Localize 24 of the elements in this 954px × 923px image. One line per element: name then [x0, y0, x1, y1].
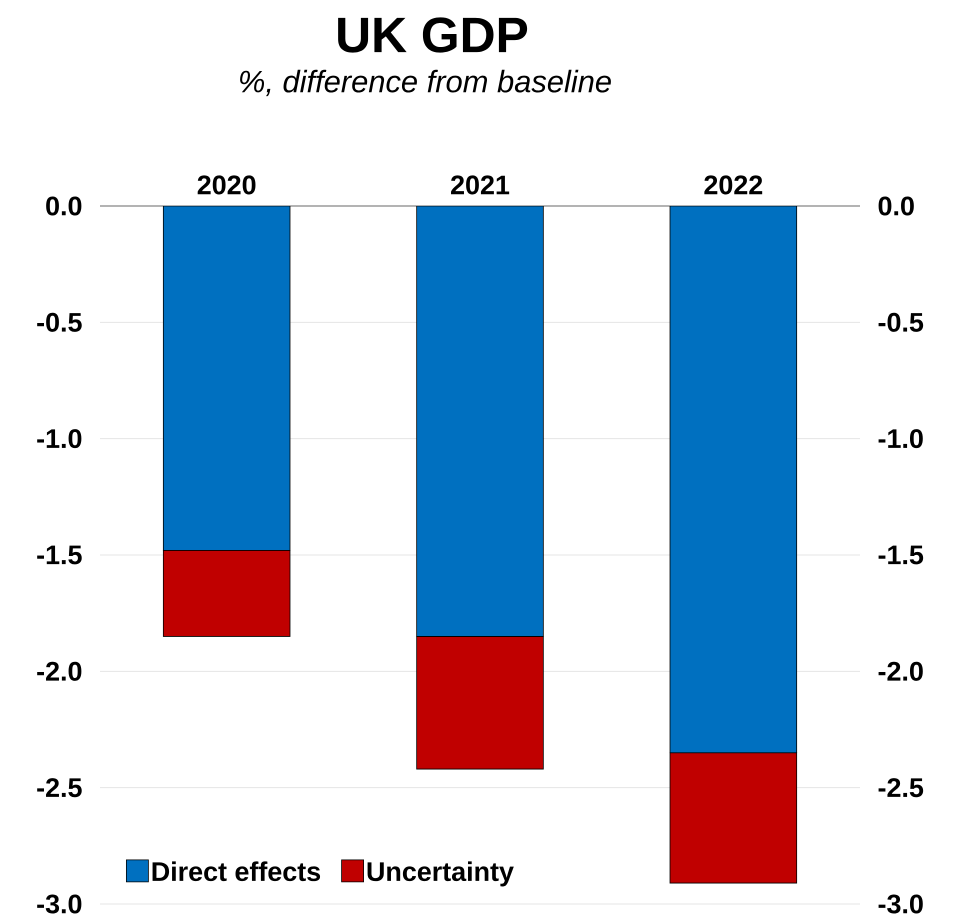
legend-label: Uncertainty	[368, 861, 514, 886]
bar	[670, 206, 798, 754]
y-tick-label: -1.5	[37, 546, 82, 564]
y2-tick-label: -1.5	[878, 546, 924, 564]
y2-tick-label: -2.0	[878, 662, 923, 681]
bar	[416, 206, 544, 637]
x-tick-label: 2021	[451, 175, 510, 194]
y2-tick-label: -1.0	[878, 429, 923, 448]
y-tick-label: -1.0	[37, 429, 82, 448]
y-tick-label: -2.0	[37, 662, 82, 681]
x-tick-label: 2022	[704, 175, 762, 194]
y2-tick-label: -3.0	[878, 894, 923, 914]
chart-subtitle: %, difference from baseline	[240, 70, 611, 96]
y-tick-label: -2.5	[37, 778, 82, 798]
y2-tick-label: -0.5	[878, 312, 924, 332]
y-tick-label: -3.0	[37, 894, 82, 914]
y2-tick-label: 0.0	[878, 196, 914, 216]
y2-tick-label: -2.5	[878, 778, 924, 798]
bar	[162, 206, 290, 551]
x-tick-label: 2020	[198, 175, 256, 194]
chart-title: UK GDP	[338, 17, 528, 53]
legend-label: Direct effects	[152, 861, 320, 882]
y-tick-label: 0.0	[46, 196, 82, 216]
y-tick-label: -0.5	[37, 312, 82, 332]
